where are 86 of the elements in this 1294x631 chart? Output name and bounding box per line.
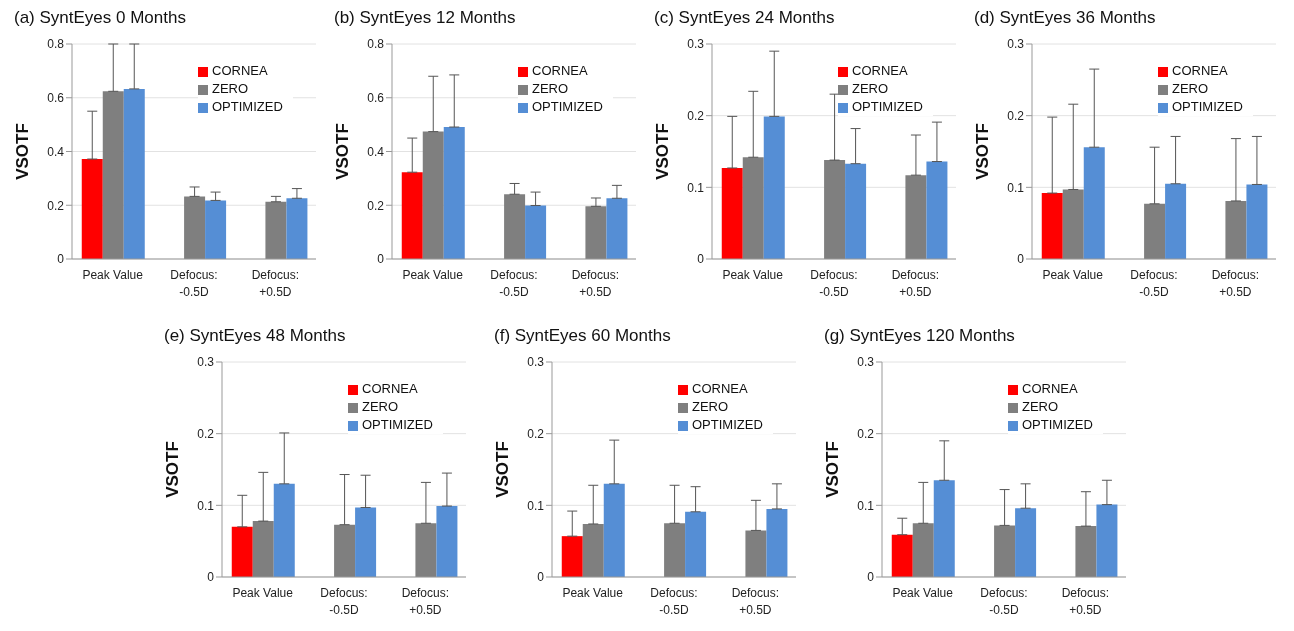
legend-label: OPTIMIZED xyxy=(1022,417,1093,432)
x-tick-label: Defocus: -0.5D xyxy=(650,586,698,617)
legend-label: CORNEA xyxy=(212,63,268,78)
y-tick-label: 0.3 xyxy=(687,37,705,52)
x-tick-label: Defocus: +0.5D xyxy=(1061,586,1110,617)
y-tick-label: 0 xyxy=(867,570,875,585)
y-tick-label: 0 xyxy=(1017,252,1025,267)
legend-label: ZERO xyxy=(692,399,729,414)
y-axis-title: VSOTF xyxy=(973,123,993,180)
legend-label: ZERO xyxy=(1022,399,1059,414)
legend-label: CORNEA xyxy=(362,381,418,396)
y-tick-label: 0.2 xyxy=(527,426,545,441)
y-tick-label: 0.4 xyxy=(367,144,385,159)
x-tick-label: Defocus: -0.5D xyxy=(810,268,858,299)
y-tick-label: 0.3 xyxy=(527,355,545,370)
y-tick-label: 0.6 xyxy=(47,91,65,106)
y-axis-title: VSOTF xyxy=(333,123,353,180)
y-tick-label: 0.2 xyxy=(1007,108,1025,123)
x-tick-label: Peak Value xyxy=(892,586,954,600)
chart-title: (g) SyntEyes 120 Months xyxy=(823,326,1016,347)
x-tick-label: Defocus: +0.5D xyxy=(731,586,780,617)
y-tick-label: 0.1 xyxy=(1007,180,1025,195)
x-tick-label: Defocus: +0.5D xyxy=(891,268,940,299)
y-tick-label: 0.2 xyxy=(687,108,705,123)
y-tick-label: 0.4 xyxy=(47,144,65,159)
y-tick-label: 0.1 xyxy=(197,498,215,513)
y-axis-title: VSOTF xyxy=(823,441,843,498)
x-tick-label: Peak Value xyxy=(232,586,294,600)
legend-label: CORNEA xyxy=(1172,63,1228,78)
chart-title: (d) SyntEyes 36 Months xyxy=(973,8,1157,29)
x-tick-label: Defocus: +0.5D xyxy=(251,268,300,299)
x-tick-label: Defocus: -0.5D xyxy=(170,268,218,299)
chart-title: (a) SyntEyes 0 Months xyxy=(13,8,187,29)
x-tick-label: Defocus: -0.5D xyxy=(1130,268,1178,299)
y-tick-label: 0.3 xyxy=(857,355,875,370)
chart-title: (f) SyntEyes 60 Months xyxy=(493,326,672,347)
legend-label: ZERO xyxy=(1172,81,1209,96)
y-tick-label: 0.2 xyxy=(857,426,875,441)
y-tick-label: 0 xyxy=(537,570,545,585)
y-tick-label: 0.3 xyxy=(1007,37,1025,52)
y-tick-label: 0.8 xyxy=(47,37,65,52)
x-tick-label: Peak Value xyxy=(722,268,784,282)
x-tick-label: Defocus: +0.5D xyxy=(571,268,620,299)
x-tick-label: Defocus: -0.5D xyxy=(490,268,538,299)
y-axis-title: VSOTF xyxy=(653,123,673,180)
legend-label: ZERO xyxy=(852,81,889,96)
y-axis-title: VSOTF xyxy=(493,441,513,498)
y-tick-label: 0 xyxy=(377,252,385,267)
legend-label: CORNEA xyxy=(692,381,748,396)
y-tick-label: 0 xyxy=(697,252,705,267)
x-tick-label: Defocus: -0.5D xyxy=(320,586,368,617)
legend-label: OPTIMIZED xyxy=(852,99,923,114)
chart-title: (b) SyntEyes 12 Months xyxy=(333,8,517,29)
legend-label: OPTIMIZED xyxy=(1172,99,1243,114)
x-tick-label: Peak Value xyxy=(562,586,624,600)
y-tick-label: 0.2 xyxy=(47,198,65,213)
x-tick-label: Peak Value xyxy=(1042,268,1104,282)
y-tick-label: 0 xyxy=(57,252,65,267)
legend-label: OPTIMIZED xyxy=(692,417,763,432)
chart-title: (c) SyntEyes 24 Months xyxy=(653,8,836,29)
x-tick-label: Defocus: +0.5D xyxy=(1211,268,1260,299)
y-tick-label: 0.8 xyxy=(367,37,385,52)
y-axis-title: VSOTF xyxy=(13,123,33,180)
legend-label: CORNEA xyxy=(852,63,908,78)
y-tick-label: 0 xyxy=(207,570,215,585)
legend-label: CORNEA xyxy=(532,63,588,78)
legend-label: OPTIMIZED xyxy=(362,417,433,432)
legend-label: ZERO xyxy=(532,81,569,96)
y-tick-label: 0.1 xyxy=(687,180,705,195)
y-tick-label: 0.6 xyxy=(367,91,385,106)
y-tick-label: 0.2 xyxy=(197,426,215,441)
y-tick-label: 0.1 xyxy=(527,498,545,513)
y-tick-label: 0.1 xyxy=(857,498,875,513)
legend-label: CORNEA xyxy=(1022,381,1078,396)
chart-title: (e) SyntEyes 48 Months xyxy=(163,326,347,347)
legend-label: ZERO xyxy=(212,81,249,96)
x-tick-label: Peak Value xyxy=(402,268,464,282)
y-axis-title: VSOTF xyxy=(163,441,183,498)
legend-label: ZERO xyxy=(362,399,399,414)
x-tick-label: Defocus: -0.5D xyxy=(980,586,1028,617)
x-tick-label: Peak Value xyxy=(82,268,144,282)
y-tick-label: 0.3 xyxy=(197,355,215,370)
legend-label: OPTIMIZED xyxy=(532,99,603,114)
y-tick-label: 0.2 xyxy=(367,198,385,213)
x-tick-label: Defocus: +0.5D xyxy=(401,586,450,617)
legend-label: OPTIMIZED xyxy=(212,99,283,114)
